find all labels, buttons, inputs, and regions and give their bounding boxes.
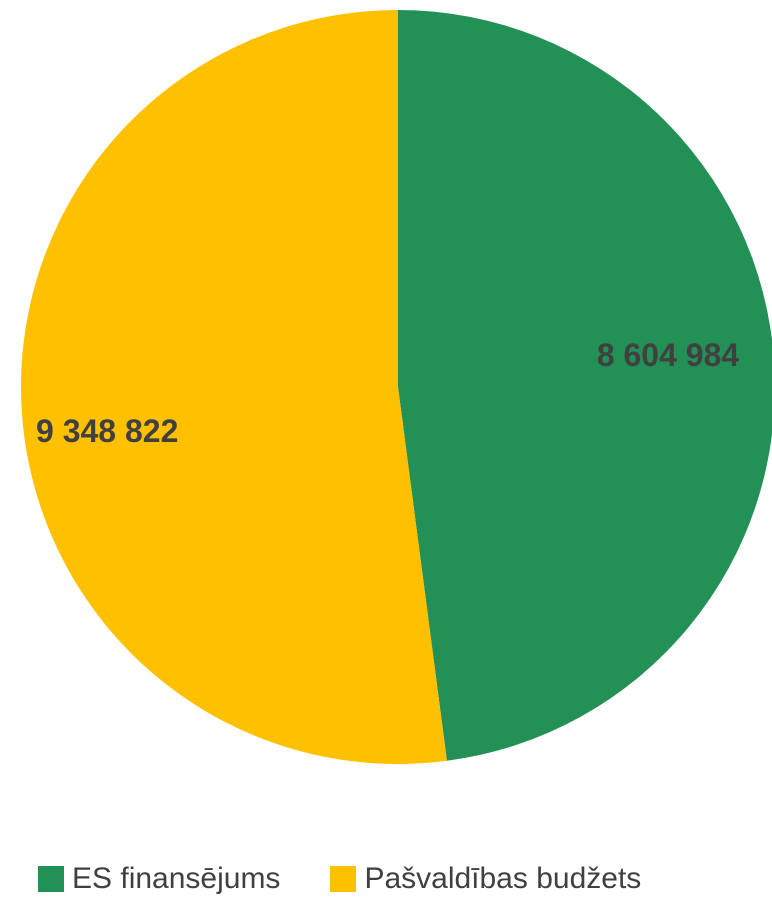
pie-slice-es-finansejums <box>398 10 772 761</box>
pie-slices <box>20 10 772 764</box>
pie-slice-pasvaldibas-budzets <box>20 10 447 764</box>
data-label-es-finansejums: 8 604 984 <box>597 337 740 373</box>
legend-swatch-yellow <box>330 866 357 892</box>
legend: ES finansējums Pašvaldības budžets <box>38 862 691 896</box>
legend-swatch-green <box>38 866 64 892</box>
legend-label-pasvaldibas-budzets: Pašvaldības budžets <box>364 862 642 895</box>
legend-label-es-finansejums: ES finansējums <box>72 862 281 895</box>
legend-item-es-finansejums: ES finansējums <box>38 862 280 896</box>
data-label-pasvaldibas-budzets: 9 348 822 <box>36 413 178 449</box>
pie-data-labels: 8 604 984 9 348 822 <box>36 337 739 449</box>
legend-item-pasvaldibas-budzets: Pašvaldības budžets <box>330 862 641 896</box>
